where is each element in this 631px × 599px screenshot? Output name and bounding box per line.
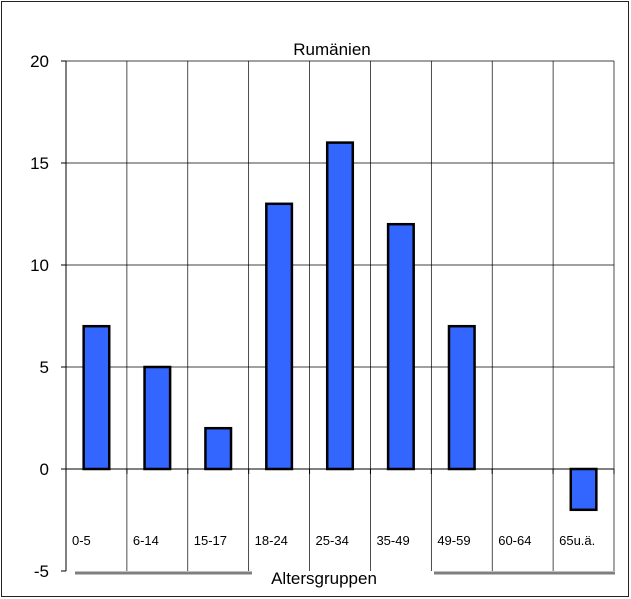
x-tick-label: 6-14 <box>133 533 159 548</box>
bar-15-17 <box>204 426 233 471</box>
bar-49-59 <box>447 324 476 471</box>
x-axis-title: Altersgruppen <box>271 569 377 588</box>
bar-0-5 <box>82 324 111 471</box>
bar-18-24 <box>265 202 294 471</box>
y-tick-label: 5 <box>40 358 49 377</box>
x-tick-label: 18-24 <box>255 533 288 548</box>
x-axis-title-group: Altersgruppen <box>75 569 615 588</box>
x-tick-label: 49-59 <box>437 533 470 548</box>
x-tick-label: 60-64 <box>498 533 531 548</box>
bar-35-49 <box>386 222 415 471</box>
x-tick-label: 0-5 <box>72 533 91 548</box>
bars <box>82 141 598 512</box>
bar-65u.ä. <box>569 467 598 512</box>
chart-title: Rumänien <box>293 40 371 59</box>
y-tick-label: 15 <box>30 154 49 173</box>
x-tick-label: 35-49 <box>376 533 409 548</box>
y-tick-labels: -5 0 5 10 15 20 <box>30 52 49 581</box>
x-tick-label: 25-34 <box>316 533 349 548</box>
y-tick-label: 20 <box>30 52 49 71</box>
x-tick-label: 15-17 <box>194 533 227 548</box>
bar-6-14 <box>143 365 172 471</box>
x-tick-labels: 0-5 6-14 15-17 18-24 25-34 35-49 49-59 60-64 65u… <box>72 533 595 548</box>
bar-25-34 <box>325 141 355 471</box>
x-tick-label: 65u.ä. <box>559 533 595 548</box>
y-tick-label: 0 <box>40 460 49 479</box>
y-tick-label: -5 <box>34 562 49 581</box>
y-tick-label: 10 <box>30 256 49 275</box>
